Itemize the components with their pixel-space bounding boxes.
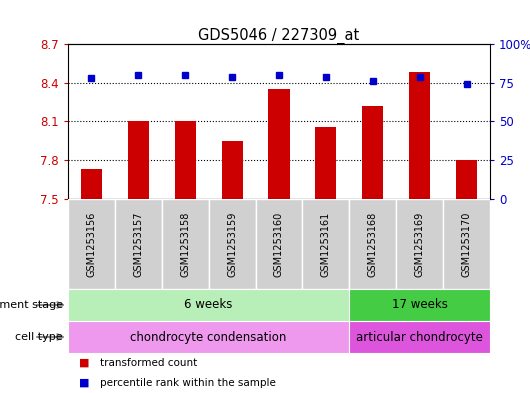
Bar [349, 321, 490, 353]
Bar [349, 199, 396, 289]
Bar [81, 169, 102, 199]
Text: 6 weeks: 6 weeks [184, 299, 233, 312]
Text: GSM1253168: GSM1253168 [368, 211, 378, 277]
Text: GSM1253169: GSM1253169 [414, 211, 425, 277]
Text: GSM1253160: GSM1253160 [274, 211, 284, 277]
Text: GSM1253158: GSM1253158 [180, 211, 190, 277]
Bar [68, 289, 349, 321]
Text: GSM1253156: GSM1253156 [86, 211, 96, 277]
Text: articular chondrocyte: articular chondrocyte [356, 331, 483, 343]
Text: percentile rank within the sample: percentile rank within the sample [100, 378, 276, 388]
Text: development stage: development stage [0, 300, 63, 310]
Bar [456, 160, 477, 199]
Text: GSM1253159: GSM1253159 [227, 211, 237, 277]
Bar [175, 121, 196, 199]
Bar [443, 199, 490, 289]
Text: 17 weeks: 17 weeks [392, 299, 448, 312]
Bar [128, 121, 149, 199]
Text: chondrocyte condensation: chondrocyte condensation [130, 331, 287, 343]
Bar [349, 289, 490, 321]
Text: transformed count: transformed count [100, 358, 197, 368]
Bar [269, 89, 289, 199]
Bar [396, 199, 443, 289]
Bar [409, 72, 430, 199]
Text: cell type: cell type [15, 332, 63, 342]
Bar [222, 141, 243, 199]
Text: GSM1253161: GSM1253161 [321, 211, 331, 277]
Bar [255, 199, 303, 289]
Bar [162, 199, 209, 289]
Bar [303, 199, 349, 289]
Text: GSM1253170: GSM1253170 [462, 211, 472, 277]
Bar [315, 127, 337, 199]
Bar [68, 321, 349, 353]
Bar [115, 199, 162, 289]
Title: GDS5046 / 227309_at: GDS5046 / 227309_at [198, 28, 360, 44]
Bar [209, 199, 255, 289]
Text: ■: ■ [78, 378, 89, 388]
Text: GSM1253157: GSM1253157 [134, 211, 143, 277]
Text: ■: ■ [78, 358, 89, 368]
Bar [362, 106, 383, 199]
Bar [68, 199, 115, 289]
